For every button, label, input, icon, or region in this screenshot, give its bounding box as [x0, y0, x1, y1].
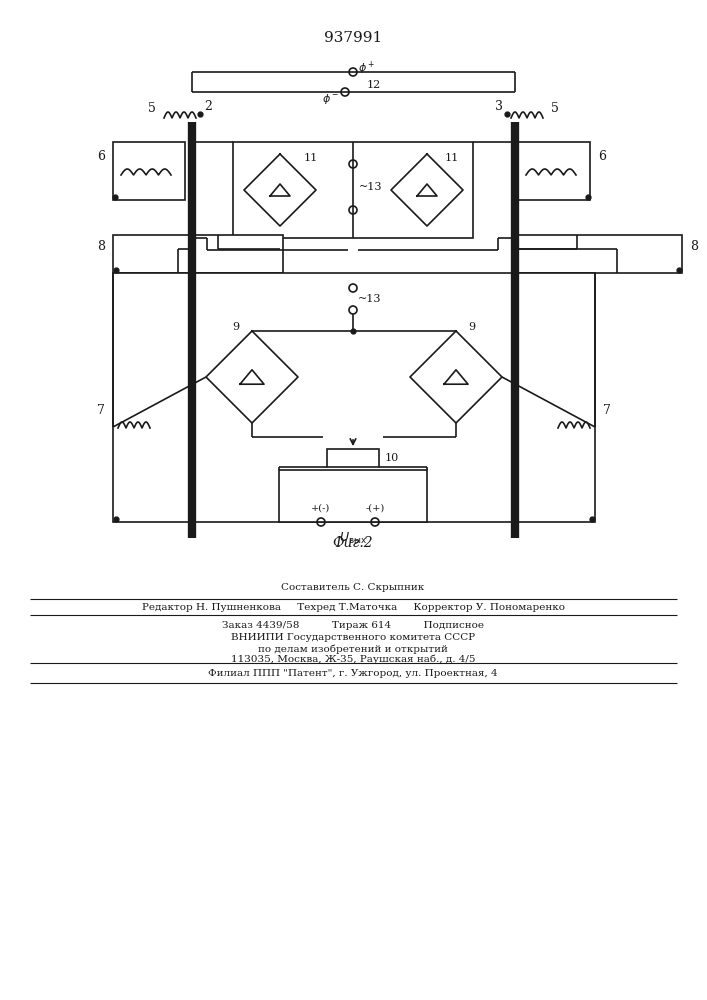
Text: $U_{\text{вых}}$: $U_{\text{вых}}$ [339, 530, 367, 546]
Bar [113, 235, 283, 273]
Text: 8: 8 [97, 240, 105, 253]
Text: 9: 9 [468, 322, 475, 332]
Text: ВНИИПИ Государственного комитета СССР: ВНИИПИ Государственного комитета СССР [231, 633, 475, 642]
Text: 937991: 937991 [324, 31, 382, 45]
Bar [327, 449, 379, 467]
Text: 6: 6 [598, 149, 606, 162]
Text: Редактор Н. Пушненкова     Техред Т.Маточка     Корректор У. Пономаренко: Редактор Н. Пушненкова Техред Т.Маточка … [141, 602, 564, 611]
Bar [279, 470, 427, 522]
Bar [512, 235, 682, 273]
Text: 113035, Москва, Ж-35, Раушская наб., д. 4/5: 113035, Москва, Ж-35, Раушская наб., д. … [230, 654, 475, 664]
Text: 10: 10 [385, 453, 399, 463]
Text: Филиал ППП "Патент", г. Ужгород, ул. Проектная, 4: Филиал ППП "Патент", г. Ужгород, ул. Про… [208, 668, 498, 678]
Text: 11: 11 [304, 153, 318, 163]
Text: 3: 3 [495, 101, 503, 113]
Text: 12: 12 [367, 80, 381, 90]
Text: Заказ 4439/58          Тираж 614          Подписное: Заказ 4439/58 Тираж 614 Подписное [222, 620, 484, 630]
Text: 5: 5 [148, 102, 156, 114]
Text: 8: 8 [690, 240, 698, 253]
Text: 9: 9 [232, 322, 239, 332]
Text: -(+): -(+) [366, 504, 385, 512]
Text: ~13: ~13 [358, 294, 382, 304]
Text: 7: 7 [97, 403, 105, 416]
Text: по делам изобретений и открытий: по делам изобретений и открытий [258, 644, 448, 654]
Text: 7: 7 [603, 403, 611, 416]
Text: 5: 5 [551, 102, 559, 114]
Bar [233, 142, 473, 238]
Text: 6: 6 [97, 149, 105, 162]
Text: +(-): +(-) [311, 504, 331, 512]
Text: ~13: ~13 [359, 182, 382, 192]
Text: $\phi^-$: $\phi^-$ [322, 92, 339, 106]
Text: Составитель С. Скрыпник: Составитель С. Скрыпник [281, 582, 425, 591]
Bar [518, 142, 590, 200]
Text: $\phi^+$: $\phi^+$ [358, 59, 375, 77]
Text: Фиг.2: Фиг.2 [333, 536, 373, 550]
Bar [113, 273, 595, 522]
Text: 2: 2 [204, 101, 212, 113]
Text: 11: 11 [445, 153, 460, 163]
Bar [113, 142, 185, 200]
